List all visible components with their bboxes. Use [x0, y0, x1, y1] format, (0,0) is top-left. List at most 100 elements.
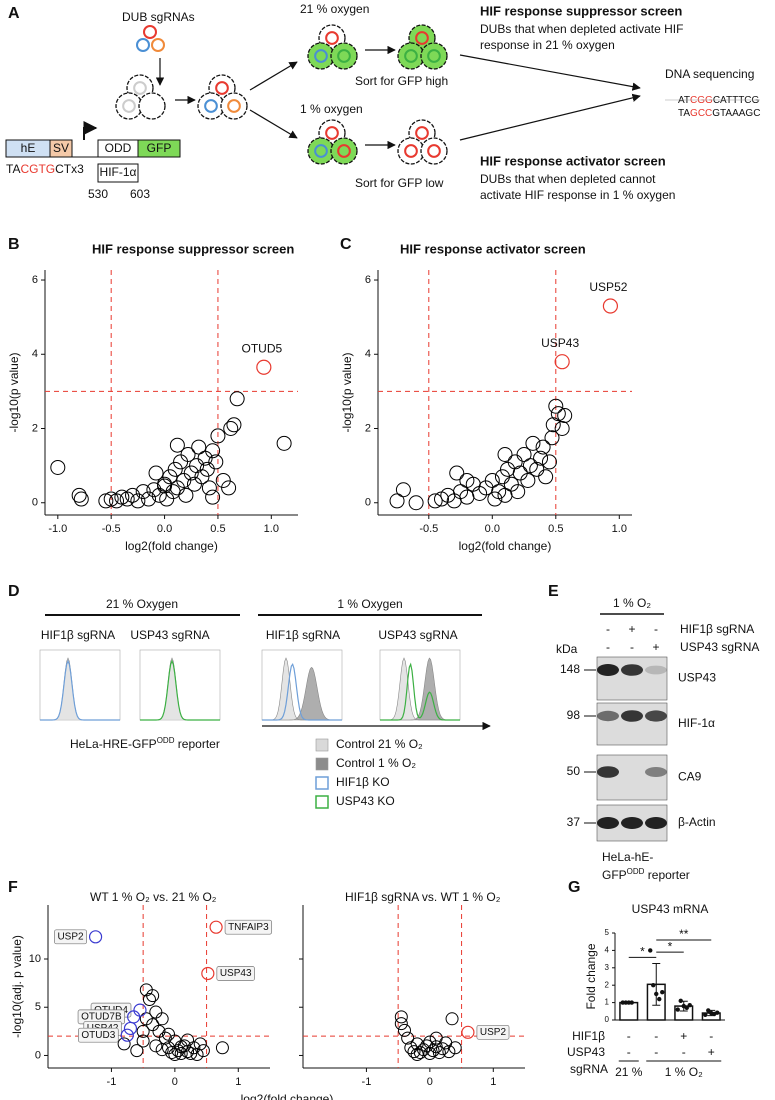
- highlight-point: [123, 1021, 138, 1036]
- cell-sgrna: [415, 31, 429, 45]
- highlight-point: [554, 354, 570, 370]
- cell-sgrna: [404, 49, 418, 63]
- histogram: [262, 663, 342, 721]
- cell: [420, 137, 448, 165]
- blot: [596, 656, 668, 701]
- sig-label: *: [640, 945, 645, 959]
- point: [169, 437, 185, 453]
- motif-part: CGTG: [20, 162, 55, 176]
- row-label: USP43: [567, 1045, 605, 1059]
- cell-sgrna: [337, 144, 351, 158]
- point: [557, 408, 573, 424]
- cell: [220, 92, 248, 120]
- y-tick-label: 0: [32, 497, 38, 509]
- band: [645, 767, 667, 777]
- point: [139, 1012, 153, 1026]
- point: [199, 461, 215, 477]
- highlight-point: [256, 359, 272, 375]
- cell-sgrna: [404, 144, 418, 158]
- legend-swatch: [315, 795, 329, 809]
- point: [157, 478, 173, 494]
- point: [529, 461, 545, 477]
- cell: [307, 42, 335, 70]
- x-tick-label: -1: [107, 1076, 117, 1088]
- protein-label: HIF-1α: [678, 716, 715, 730]
- point: [178, 487, 194, 503]
- band: [645, 817, 667, 829]
- group-label: 1 % O₂: [665, 1065, 703, 1079]
- arrow: [459, 54, 641, 91]
- condition: 21 % oxygen: [300, 2, 369, 16]
- screen-text: response in 21 % oxygen: [480, 38, 615, 52]
- y-axis-label: -log10(p value): [340, 352, 354, 432]
- protein-label: USP43: [678, 671, 716, 685]
- point: [541, 454, 557, 470]
- point: [142, 993, 156, 1007]
- point: [180, 446, 196, 462]
- sample-label: HIF1β sgRNA: [266, 628, 340, 642]
- point: [423, 1035, 437, 1049]
- point: [109, 493, 125, 509]
- point: [550, 406, 566, 422]
- point: [71, 487, 87, 503]
- marker-label: 148: [560, 662, 580, 676]
- reporter-part: HeLa-HRE-GFP: [70, 737, 157, 751]
- point-label: OTUD7B: [81, 1012, 122, 1023]
- point: [459, 489, 475, 505]
- point: [136, 1034, 150, 1048]
- band: [621, 817, 643, 829]
- point: [533, 450, 549, 466]
- row-label: HIF1β sgRNA: [680, 622, 754, 636]
- cell: [397, 137, 425, 165]
- point: [183, 465, 199, 481]
- row-mark: -: [654, 1029, 658, 1043]
- point: [445, 1012, 459, 1026]
- point: [191, 439, 207, 455]
- panel-label: F: [8, 879, 18, 896]
- sgrna-label: DUB sgRNAs: [122, 10, 195, 24]
- lane-mark: +: [652, 640, 659, 654]
- legend-label: USP43 KO: [336, 794, 395, 808]
- point: [545, 417, 561, 433]
- point: [181, 1033, 195, 1047]
- histogram: [140, 659, 220, 721]
- point: [459, 472, 475, 488]
- point: [187, 1041, 201, 1055]
- point: [446, 493, 462, 509]
- seq-part: TA: [678, 108, 690, 119]
- screen-title: HIF response activator screen: [480, 153, 666, 168]
- point: [276, 435, 292, 451]
- point: [512, 465, 528, 481]
- point: [221, 480, 237, 496]
- point: [141, 491, 157, 507]
- promoter-arrow: [83, 121, 98, 140]
- sequence: TAGCCGTAAAGC: [678, 108, 760, 119]
- point: [167, 461, 183, 477]
- arrow: [459, 93, 641, 141]
- cell-sgrna: [325, 126, 339, 140]
- cell-sgrna: [122, 99, 136, 113]
- panel-label: D: [8, 583, 20, 600]
- lane-mark: -: [654, 622, 658, 636]
- y-tick-label: 4: [365, 348, 371, 360]
- cell-sgrna: [314, 144, 328, 158]
- band: [597, 817, 619, 829]
- motif: TACGTGCTx3: [6, 162, 84, 176]
- point: [429, 1031, 443, 1045]
- cell-sgrna: [427, 49, 441, 63]
- highlight-point: [120, 1028, 134, 1042]
- point: [401, 1031, 415, 1045]
- lane-mark: -: [606, 622, 610, 636]
- y-tick-label: 2: [32, 422, 38, 434]
- cell: [307, 137, 335, 165]
- chart-title: WT 1 % O₂ vs. 21 % O₂: [90, 890, 217, 904]
- x-tick-label: -0.5: [419, 523, 438, 535]
- x-axis-label: log2(fold change): [125, 539, 218, 553]
- cell: [397, 42, 425, 70]
- point-label: USP43: [541, 336, 579, 350]
- point: [525, 435, 541, 451]
- x-axis-label: log2(fold change): [241, 1092, 334, 1100]
- point: [432, 1046, 446, 1060]
- dot: [654, 991, 659, 997]
- y-axis-label: -log10(adj. p value): [10, 935, 24, 1038]
